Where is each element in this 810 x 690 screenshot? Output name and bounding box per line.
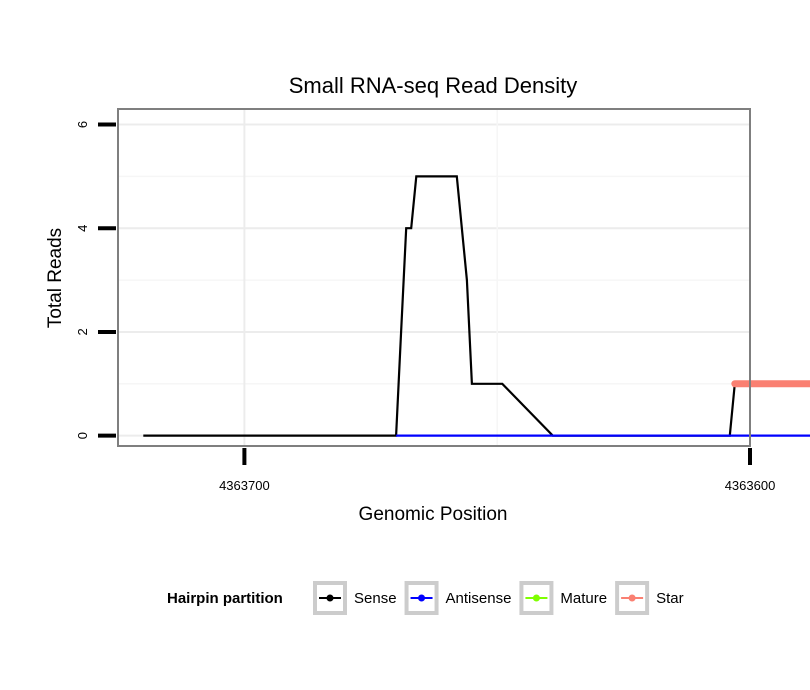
- legend: Hairpin partition Sense Antisense Mature St…: [167, 581, 684, 615]
- legend-item-antisense: Antisense: [404, 581, 512, 615]
- legend-title: Hairpin partition: [167, 590, 283, 607]
- x-tick-label: 4363700: [219, 478, 270, 493]
- legend-item-sense: Sense: [313, 581, 397, 615]
- panel-border: [117, 108, 751, 447]
- y-tick-label: 6: [75, 121, 90, 128]
- axes: 0 2 4 6 4363700 4363600: [75, 121, 775, 493]
- legend-key-point: [628, 594, 636, 602]
- y-tick-label: 4: [75, 225, 90, 232]
- legend-item-mature: Mature: [519, 581, 607, 615]
- x-tick-label: 4363600: [725, 478, 776, 493]
- legend-item-star: Star: [615, 581, 684, 615]
- legend-label: Star: [656, 590, 684, 607]
- legend-label: Antisense: [446, 590, 512, 607]
- sense-line: [143, 175, 810, 437]
- legend-key-point: [326, 594, 334, 602]
- legend-label: Mature: [560, 590, 607, 607]
- legend-label: Sense: [354, 590, 397, 607]
- chart-title: Small RNA-seq Read Density: [289, 73, 578, 98]
- x-axis-label: Genomic Position: [359, 504, 508, 525]
- y-tick-label: 0: [75, 432, 90, 439]
- legend-key-point: [418, 594, 426, 602]
- y-axis-label: Total Reads: [45, 228, 66, 328]
- legend-key-point: [532, 594, 540, 602]
- y-tick-label: 2: [75, 328, 90, 335]
